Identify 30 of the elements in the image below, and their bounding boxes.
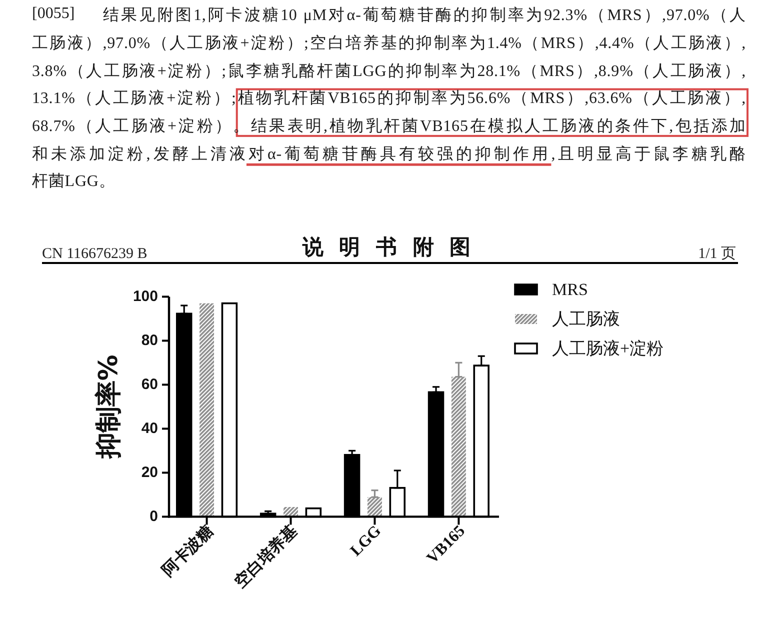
y-tick-label: 0	[150, 508, 158, 526]
text: 植物乳杆菌VB165的抑制率为56.6%（MRS）,63.6%（人工肠液）,	[236, 90, 746, 108]
x-tick-label: 阿卡波糖	[158, 522, 217, 580]
x-tick-label: 空白培养基	[230, 521, 301, 592]
y-axis-title: 抑制率%	[94, 354, 124, 460]
bar	[368, 497, 382, 517]
text: 和未添加淀粉,发酵上清液	[32, 146, 248, 163]
text: 结果见附图1,阿卡波糖10 μM对α-葡萄糖苷酶的抑制率为92.3%（MRS）,97.0%（人	[103, 7, 746, 24]
bar	[200, 303, 214, 517]
text: 工肠液）,97.0%（人工肠液+淀粉）;空白培养基的抑制率为1.4%（MRS）,4.4%（人工肠液）,	[32, 34, 746, 52]
legend-label: 人工肠液+淀粉	[552, 339, 664, 358]
text: 杆菌LGG。	[32, 173, 116, 190]
y-tick-label: 100	[132, 288, 158, 306]
text: 1/1 页	[698, 246, 736, 262]
legend-label: 人工肠液	[552, 310, 620, 328]
bar	[451, 376, 466, 517]
text: CN 116676239 B	[42, 246, 148, 262]
text: ,且明显高于鼠李糖乳酪	[551, 146, 746, 163]
text: 13.1%（人工肠液+淀粉）;	[32, 90, 236, 108]
text: 对α-葡萄糖苷酶具有较强的抑制作用	[248, 146, 552, 163]
y-tick-label: 20	[141, 464, 158, 482]
y-tick-label: 80	[141, 332, 158, 350]
y-tick-label: 60	[141, 376, 158, 394]
chart-title: 说 明 书 附 图	[301, 236, 476, 259]
text: 68.7%（人工肠液+淀粉）。	[32, 118, 252, 135]
text: 3.8%（人工肠液+淀粉）;鼠李糖乳酪杆菌LGG的抑制率为28.1%（MRS）,8.9%（人工肠液）,	[32, 62, 746, 80]
text: 结果表明,植物乳杆菌VB165在模拟人工肠液的条件下,包括添加	[251, 118, 746, 135]
legend-label: MRS	[552, 280, 588, 299]
y-tick-label: 40	[141, 420, 158, 438]
text: [0055]	[32, 5, 75, 24]
